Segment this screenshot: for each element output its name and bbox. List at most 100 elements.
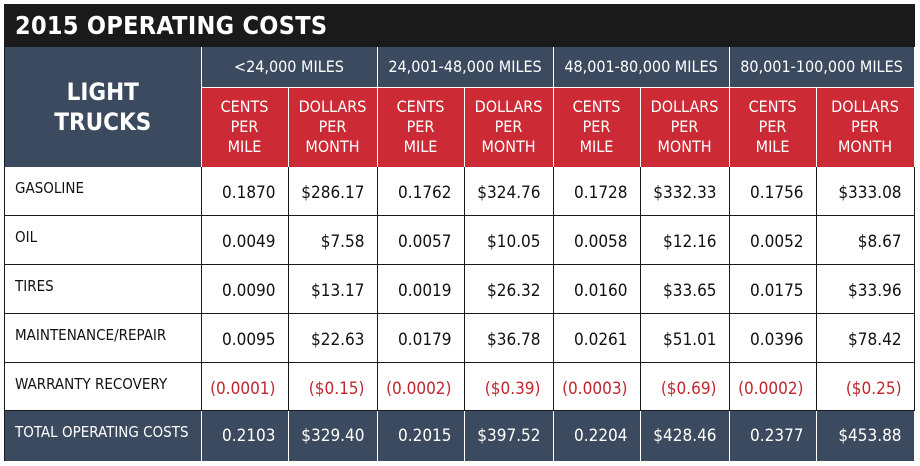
table-cell: (0.0003) [553,362,641,412]
table-cell: (0.0001) [201,362,289,412]
table-cell: $333.08 [816,167,915,217]
unit-header-line: CENTS [220,97,269,117]
unit-header-cents-per-mile: CENTS PER MILE [377,87,465,167]
unit-header-line: DOLLARS [474,97,543,117]
unit-header-line: MILE [579,137,614,157]
unit-header-line: PER [582,117,611,137]
unit-header-line: PER [318,117,347,137]
operating-costs-table: LIGHT TRUCKS <24,000 MILES 24,001-48,000… [5,47,915,461]
table-cell: 0.2103 [201,410,289,461]
table-cell: $329.40 [288,410,378,461]
unit-header-row: CENTS PER MILE DOLLARS PER MONTH CENTS PER MILE D… [5,87,915,167]
unit-header-line: DOLLARS [298,97,367,117]
unit-header-dollars-per-month: DOLLARS PER MONTH [816,87,915,167]
table-cell: 0.0179 [377,313,465,363]
table-cell: $397.52 [464,410,554,461]
unit-header-line: PER [670,117,699,137]
row-label: GASOLINE [5,167,202,217]
table-cell: $36.78 [464,313,554,363]
table-cell: (0.0002) [729,362,817,412]
table-cell: $7.58 [288,215,378,266]
unit-header-line: PER [758,117,787,137]
range-header-4: 80,001-100,000 MILES [729,47,915,88]
unit-header-line: CENTS [748,97,797,117]
table-cell: $12.16 [640,215,730,266]
light-trucks-line-1: LIGHT [66,78,139,106]
unit-header-line: MONTH [837,137,893,157]
table-cell: 0.0261 [553,313,641,363]
unit-header-dollars-per-month: DOLLARS PER MONTH [640,87,730,167]
unit-header-cents-per-mile: CENTS PER MILE [201,87,289,167]
table-cell: $286.17 [288,167,378,217]
table-cell: $78.42 [816,313,915,363]
table-cell: (0.0002) [377,362,465,412]
range-header-3: 48,001-80,000 MILES [553,47,730,88]
table-cell: 0.0057 [377,215,465,266]
row-label: TOTAL OPERATING COSTS [5,410,202,461]
table-cell: 0.0052 [729,215,817,266]
unit-header-line: DOLLARS [831,97,899,117]
table-cell: ($0.39) [464,362,554,412]
table-cell: 0.1756 [729,167,817,217]
unit-header-line: MILE [403,137,438,157]
table-cell: 0.0058 [553,215,641,266]
table-cell: $51.01 [640,313,730,363]
unit-header-line: MONTH [657,137,712,157]
unit-header-dollars-per-month: DOLLARS PER MONTH [464,87,554,167]
unit-header-line: PER [851,117,879,137]
table-cell: $8.67 [816,215,915,266]
table-cell: 0.1870 [201,167,289,217]
table-title: 2015 OPERATING COSTS [5,5,914,47]
table-row: OIL 0.0049 $7.58 0.0057 $10.05 0.0058 $12.16 0.… [5,215,915,266]
table-cell: 0.2204 [553,410,641,461]
table-row: GASOLINE 0.1870 $286.17 0.1762 $324.76 0.1728… [5,167,915,217]
unit-header-cents-per-mile: CENTS PER MILE [553,87,641,167]
unit-header-dollars-per-month: DOLLARS PER MONTH [288,87,378,167]
range-header-2: 24,001-48,000 MILES [377,47,554,88]
row-label: MAINTENANCE/REPAIR [5,313,202,363]
unit-header-line: CENTS [572,97,621,117]
table-cell: 0.0160 [553,264,641,314]
table-cell: ($0.69) [640,362,730,412]
table-cell: $453.88 [816,410,915,461]
table-row: MAINTENANCE/REPAIR 0.0095 $22.63 0.0179 $36.… [5,313,915,363]
table-cell: 0.0019 [377,264,465,314]
table-cell: 0.0175 [729,264,817,314]
table-cell: $428.46 [640,410,730,461]
table-cell: $10.05 [464,215,554,266]
operating-costs-table-frame: 2015 OPERATING COSTS LIGHT TRUCKS <24,00… [4,4,915,461]
row-label: TIRES [5,264,202,314]
table-cell: 0.2377 [729,410,817,461]
table-row: TIRES 0.0090 $13.17 0.0019 $26.32 0.0160 $33.6… [5,264,915,314]
table-cell: 0.0090 [201,264,289,314]
table-cell: ($0.15) [288,362,378,412]
unit-header-line: MONTH [305,137,360,157]
table-cell: $332.33 [640,167,730,217]
table-cell: $324.76 [464,167,554,217]
unit-header-line: CENTS [396,97,445,117]
unit-header-line: PER [230,117,259,137]
table-cell: $22.63 [288,313,378,363]
unit-header-line: PER [494,117,523,137]
unit-header-line: PER [406,117,435,137]
row-label: OIL [5,215,202,266]
table-cell: 0.0095 [201,313,289,363]
table-cell: $33.65 [640,264,730,314]
table-cell: 0.1728 [553,167,641,217]
table-cell: ($0.25) [816,362,915,412]
unit-header-line: DOLLARS [650,97,719,117]
table-body: GASOLINE 0.1870 $286.17 0.1762 $324.76 0.1728… [5,167,915,461]
light-trucks-line-2: TRUCKS [54,108,152,136]
table-cell: $26.32 [464,264,554,314]
table-cell: $33.96 [816,264,915,314]
unit-header-line: MILE [227,137,262,157]
unit-header-cents-per-mile: CENTS PER MILE [729,87,817,167]
table-row: WARRANTY RECOVERY (0.0001) ($0.15) (0.0002)… [5,362,915,412]
table-cell: 0.0396 [729,313,817,363]
range-header-1: <24,000 MILES [201,47,378,88]
table-cell: 0.0049 [201,215,289,266]
table-cell: $13.17 [288,264,378,314]
unit-header-line: MILE [755,137,790,157]
light-trucks-header: LIGHT TRUCKS [5,47,202,167]
table-cell: 0.1762 [377,167,465,217]
